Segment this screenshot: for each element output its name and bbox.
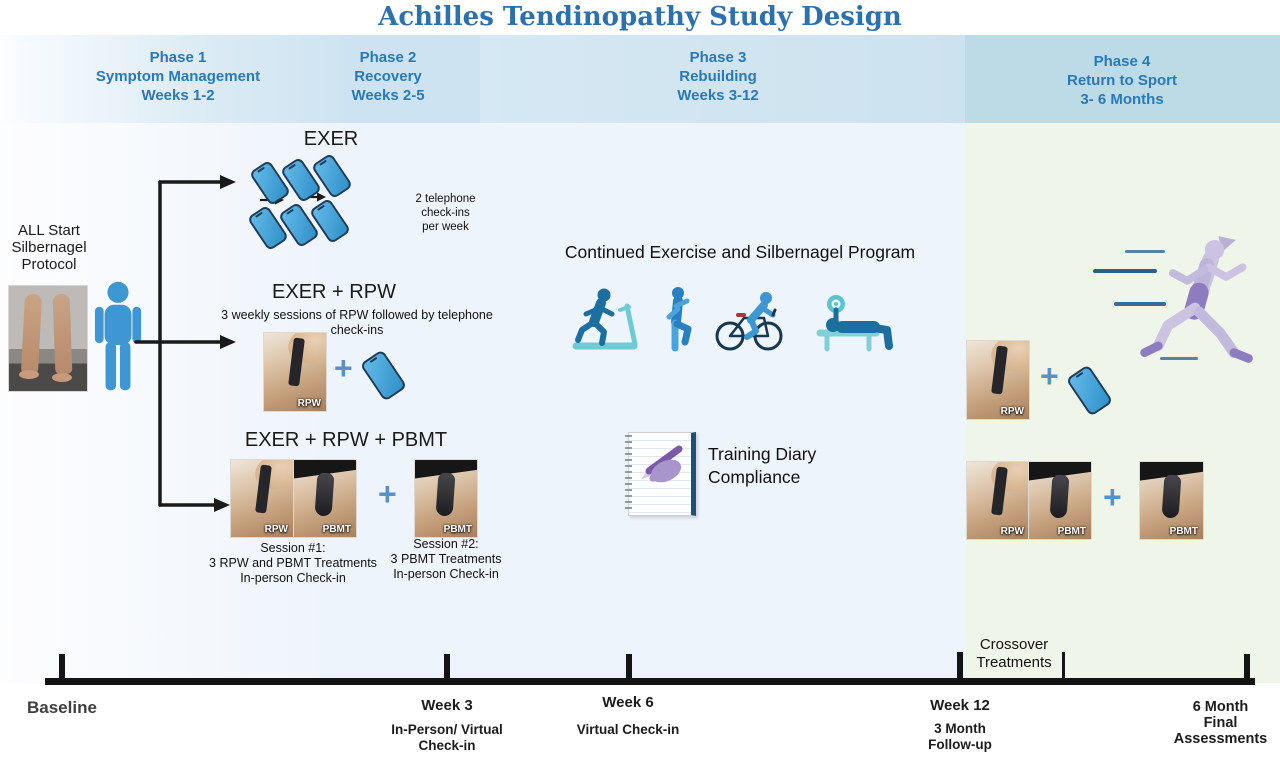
arm-exer-rpw-pbmt-title: EXER + RPW + PBMT <box>244 429 448 451</box>
phase1-name: Phase 1 <box>149 49 207 66</box>
photo-label: RPW <box>1000 406 1024 417</box>
phase2-header-band <box>340 35 480 123</box>
pbmt-device <box>1161 474 1182 519</box>
timeline-tick-week3 <box>444 654 450 680</box>
phase2-header: Phase 2 Recovery Weeks 2-5 <box>318 48 458 105</box>
continued-exercise-heading: Continued Exercise and Silbernagel Progr… <box>564 242 916 262</box>
phase1-duration: Weeks 1-2 <box>141 87 215 104</box>
timeline-label-week12: Week 12 <box>930 697 990 714</box>
jogging-person-icon <box>666 287 692 352</box>
rpw-treatment-photo: RPW <box>966 340 1030 420</box>
timeline-tick-crossover <box>1062 652 1065 678</box>
hand-writing-icon <box>641 445 683 483</box>
phase4-header-band <box>965 35 1280 123</box>
rpw-treatment-photo: RPW <box>230 459 294 538</box>
pbmt-treatment-photo: PBMT <box>293 459 357 538</box>
right-heel <box>52 373 72 382</box>
phase1-header: Phase 1 Symptom Management Weeks 1-2 <box>38 48 318 105</box>
timeline-sub-week6: Virtual Check-in <box>576 722 680 737</box>
training-diary-label: Training Diary Compliance <box>708 444 817 487</box>
plus-sign: + <box>1103 479 1122 515</box>
left-heel <box>19 370 39 379</box>
heel-raise-legs-photo <box>8 285 88 392</box>
phase2-focus: Recovery <box>354 68 422 85</box>
photo-label: RPW <box>297 398 321 409</box>
speed-line <box>1160 357 1198 360</box>
pbmt-device <box>314 472 335 517</box>
speed-line <box>1093 269 1157 273</box>
training-diary-notebook-icon <box>625 432 696 516</box>
phase3-focus: Rebuilding <box>679 68 757 85</box>
bench-press-icon <box>816 295 893 352</box>
spiral-binding <box>625 435 632 513</box>
timeline-bar <box>45 678 1255 685</box>
photo-label: PBMT <box>443 524 472 535</box>
photo-label: RPW <box>1000 526 1024 537</box>
timeline-label-6month: 6 Month Final Assessments <box>1173 699 1268 747</box>
timeline-sub-week3: In-Person/ Virtual Check-in <box>391 722 503 753</box>
timeline-label-week3: Week 3 <box>421 697 473 714</box>
plus-sign: + <box>1040 358 1059 394</box>
phase3-header: Phase 3 Rebuilding Weeks 3-12 <box>638 48 798 105</box>
timeline-tick-baseline <box>59 654 65 680</box>
arm-exer-title: EXER <box>303 128 359 150</box>
phase2-3-body-bg <box>340 123 965 683</box>
timeline-label-week6: Week 6 <box>602 694 654 711</box>
all-start-silbernagel-label: ALL Start Silbernagel Protocol <box>11 222 87 273</box>
phase2-name: Phase 2 <box>359 49 417 66</box>
right-leg <box>52 293 73 375</box>
treadmill-runner-icon <box>572 288 638 350</box>
female-runner-illustration <box>1140 236 1253 363</box>
speed-line <box>1125 250 1165 253</box>
person-icon <box>94 281 142 391</box>
phase1-header-band <box>0 35 340 123</box>
plus-sign: + <box>378 476 397 512</box>
pbmt-device <box>1049 474 1070 519</box>
phase4-header: Phase 4 Return to Sport 3- 6 Months <box>1002 52 1242 109</box>
pbmt-treatment-photo: PBMT <box>1028 461 1092 540</box>
photo-label: PBMT <box>1057 526 1086 537</box>
timeline-sub-week12: 3 Month Follow-up <box>928 721 992 752</box>
crossover-treatments-label: Crossover Treatments <box>976 636 1052 671</box>
rpw-treatment-photo: RPW <box>966 461 1030 540</box>
timeline-tick-week12 <box>957 652 963 680</box>
pbmt-device <box>435 472 456 517</box>
exer-rpw-note: 3 weekly sessions of RPW followed by tel… <box>221 308 493 337</box>
session1-note: Session #1: 3 RPW and PBMT Treatments In… <box>209 541 377 585</box>
timeline-tick-6month <box>1244 654 1250 680</box>
session2-note: Session #2: 3 PBMT Treatments In-person … <box>390 537 502 581</box>
phase4-name: Phase 4 <box>1093 53 1151 70</box>
photo-label: PBMT <box>1169 526 1198 537</box>
pbmt-treatment-photo: PBMT <box>414 459 478 538</box>
phase3-header-band <box>480 35 965 123</box>
page-title: Achilles Tendinopathy Study Design <box>378 2 902 32</box>
phase1-focus: Symptom Management <box>95 68 261 85</box>
photo-label: RPW <box>264 524 288 535</box>
pbmt-treatment-photo: PBMT <box>1139 461 1204 540</box>
photo-label: PBMT <box>322 524 351 535</box>
phase4-duration: 3- 6 Months <box>1080 91 1164 108</box>
phase3-duration: Weeks 3-12 <box>677 87 759 104</box>
timeline-label-baseline: Baseline <box>27 698 97 717</box>
phase3-name: Phase 3 <box>689 49 747 66</box>
cyclist-icon <box>715 292 783 351</box>
timeline-tick-week6 <box>626 654 632 680</box>
phase2-duration: Weeks 2-5 <box>351 87 425 104</box>
plus-sign: + <box>334 350 353 386</box>
exer-checkin-note: 2 telephone check-ins per week <box>415 193 476 233</box>
speed-line <box>1114 302 1166 306</box>
arm-exer-rpw-title: EXER + RPW <box>272 281 396 303</box>
phase4-focus: Return to Sport <box>1067 72 1177 89</box>
rpw-treatment-photo: RPW <box>263 332 327 412</box>
left-leg <box>20 293 43 375</box>
